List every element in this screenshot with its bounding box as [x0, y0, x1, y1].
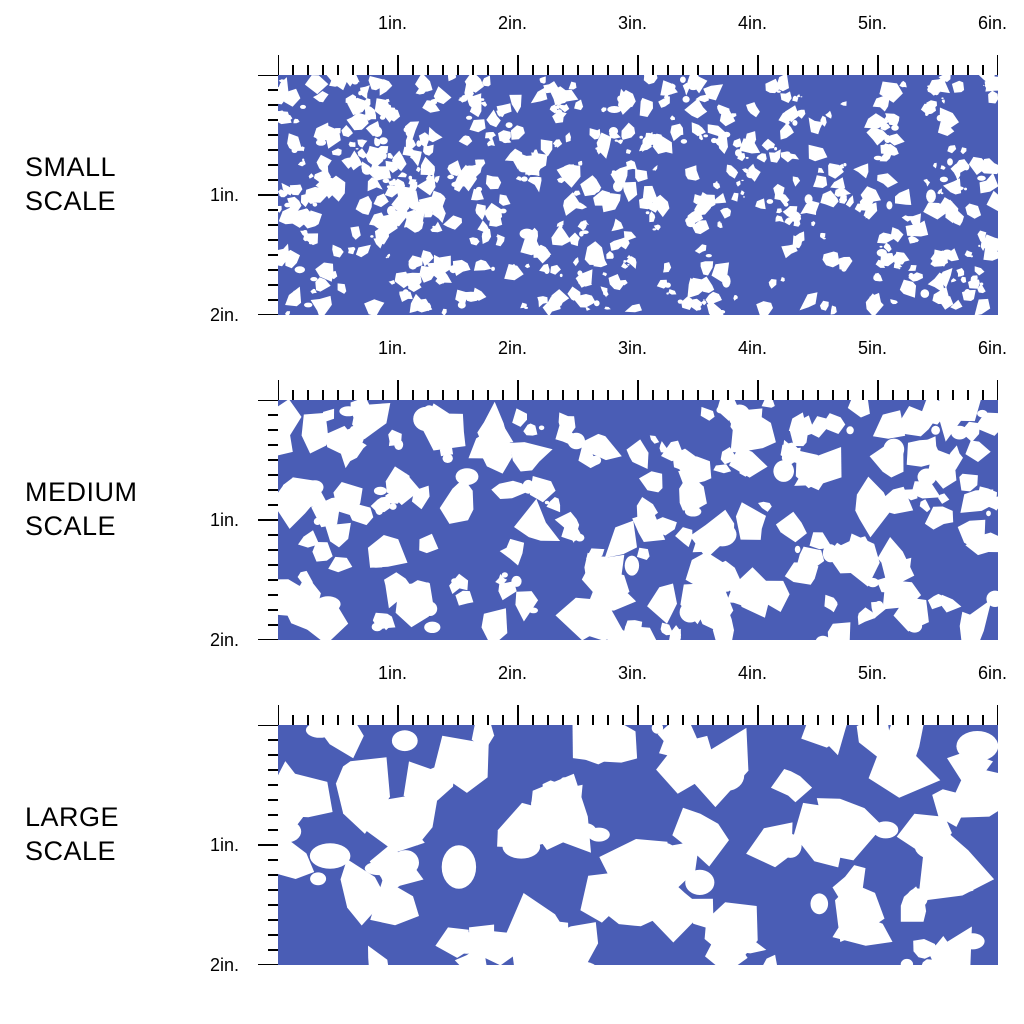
ruler-h-label: 5in.	[858, 13, 887, 34]
ruler-vertical-medium: 1in.2in.	[243, 400, 278, 640]
scale-label-line1: LARGE	[25, 800, 119, 834]
ruler-v-label: 1in.	[210, 510, 239, 531]
ruler-h-label: 6in.	[978, 338, 1007, 359]
scale-label-line2: SCALE	[25, 184, 116, 218]
ruler-horizontal-medium: 1in.2in.3in.4in.5in.6in.	[278, 360, 998, 400]
ruler-h-label: 4in.	[738, 338, 767, 359]
ruler-h-label: 2in.	[498, 663, 527, 684]
ruler-vertical-small: 1in.2in.	[243, 75, 278, 315]
ruler-horizontal-large: 1in.2in.3in.4in.5in.6in.	[278, 685, 998, 725]
ruler-vertical-large: 1in.2in.	[243, 725, 278, 965]
ruler-v-label: 2in.	[210, 630, 239, 651]
scale-label-line1: SMALL	[25, 150, 116, 184]
ruler-h-label: 6in.	[978, 663, 1007, 684]
ruler-h-label: 5in.	[858, 663, 887, 684]
ruler-h-label: 6in.	[978, 13, 1007, 34]
scale-label-small: SMALLSCALE	[25, 150, 116, 218]
ruler-h-label: 1in.	[378, 13, 407, 34]
pattern-swatch-medium	[278, 400, 998, 640]
scale-label-line2: SCALE	[25, 834, 119, 868]
ruler-h-label: 3in.	[618, 13, 647, 34]
ruler-h-label: 2in.	[498, 338, 527, 359]
ruler-h-label: 1in.	[378, 338, 407, 359]
scale-label-line1: MEDIUM	[25, 475, 138, 509]
ruler-h-label: 3in.	[618, 663, 647, 684]
ruler-v-label: 2in.	[210, 955, 239, 976]
ruler-v-label: 1in.	[210, 835, 239, 856]
ruler-h-label: 5in.	[858, 338, 887, 359]
ruler-horizontal-small: 1in.2in.3in.4in.5in.6in.	[278, 35, 998, 75]
ruler-h-label: 2in.	[498, 13, 527, 34]
pattern-swatch-small	[278, 75, 998, 315]
ruler-h-label: 4in.	[738, 13, 767, 34]
ruler-v-label: 2in.	[210, 305, 239, 326]
ruler-v-label: 1in.	[210, 185, 239, 206]
scale-label-large: LARGESCALE	[25, 800, 119, 868]
ruler-h-label: 3in.	[618, 338, 647, 359]
scale-label-medium: MEDIUMSCALE	[25, 475, 138, 543]
ruler-h-label: 1in.	[378, 663, 407, 684]
scale-comparison-figure: SMALLSCALE1in.2in.3in.4in.5in.6in.1in.2i…	[0, 0, 1024, 1024]
pattern-swatch-large	[278, 725, 998, 965]
scale-label-line2: SCALE	[25, 509, 138, 543]
ruler-h-label: 4in.	[738, 663, 767, 684]
